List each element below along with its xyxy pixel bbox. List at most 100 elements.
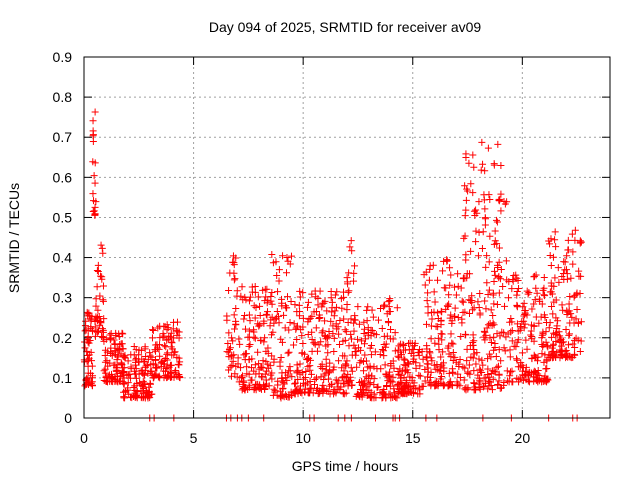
data-point	[318, 365, 326, 373]
data-point	[322, 335, 330, 343]
data-point	[297, 326, 305, 334]
data-point	[361, 377, 369, 385]
data-point	[91, 179, 99, 187]
data-point	[168, 338, 176, 346]
x-tick-label: 20	[515, 430, 531, 446]
y-tick-label: 0.4	[53, 250, 73, 266]
data-point	[553, 349, 561, 357]
data-point	[146, 349, 154, 357]
data-point	[467, 180, 475, 188]
data-point	[458, 315, 466, 323]
data-point	[495, 289, 503, 297]
grid	[84, 57, 610, 418]
data-point	[254, 320, 262, 328]
data-point	[149, 326, 157, 334]
data-point	[104, 362, 112, 370]
data-point	[354, 390, 362, 398]
data-point	[508, 378, 516, 386]
data-point	[293, 361, 301, 369]
data-point	[426, 349, 434, 357]
data-point	[104, 373, 112, 381]
data-point	[360, 330, 368, 338]
data-point	[263, 299, 271, 307]
data-point	[330, 388, 338, 396]
data-point	[292, 379, 300, 387]
x-tick-label: 0	[80, 430, 88, 446]
data-point	[230, 311, 238, 319]
data-point	[448, 319, 456, 327]
data-point	[106, 331, 114, 339]
data-point	[294, 366, 302, 374]
data-point	[462, 196, 470, 204]
data-point	[283, 293, 291, 301]
data-point	[324, 349, 332, 357]
data-point	[270, 355, 278, 363]
data-point	[293, 335, 301, 343]
data-point	[497, 266, 505, 274]
data-point	[519, 376, 527, 384]
data-point	[485, 286, 493, 294]
data-point	[358, 393, 366, 401]
data-point	[292, 324, 300, 332]
data-point	[535, 377, 543, 385]
data-point	[416, 346, 424, 354]
data-point	[479, 228, 487, 236]
data-point	[431, 339, 439, 347]
data-point	[333, 325, 341, 333]
data-point	[354, 335, 362, 343]
data-point	[243, 363, 251, 371]
data-point	[482, 305, 490, 313]
data-point	[414, 349, 422, 357]
plot-frame	[83, 56, 611, 419]
data-point	[427, 322, 435, 330]
data-point	[296, 287, 304, 295]
data-point	[438, 336, 446, 344]
data-point	[348, 247, 356, 255]
data-point	[402, 377, 410, 385]
data-point	[87, 348, 95, 356]
data-point	[465, 361, 473, 369]
data-point	[98, 244, 106, 252]
data-point	[519, 364, 527, 372]
data-point	[495, 258, 503, 266]
data-point	[331, 307, 339, 315]
data-point	[520, 324, 528, 332]
data-point	[534, 367, 542, 375]
data-series	[80, 108, 585, 422]
data-point	[480, 333, 488, 341]
data-point	[504, 330, 512, 338]
data-point	[374, 316, 382, 324]
data-point	[553, 331, 561, 339]
data-point	[227, 353, 235, 361]
data-point	[478, 356, 486, 364]
data-point	[335, 330, 343, 338]
data-point	[540, 273, 548, 281]
data-point	[158, 357, 166, 365]
data-point	[89, 117, 97, 125]
data-point	[486, 232, 494, 240]
data-point	[237, 364, 245, 372]
data-point	[506, 368, 514, 376]
data-point	[293, 308, 301, 316]
data-point	[555, 278, 563, 286]
data-point	[508, 285, 516, 293]
data-point	[548, 303, 556, 311]
data-point	[573, 306, 581, 314]
data-point	[234, 354, 242, 362]
data-point	[234, 360, 242, 368]
data-point	[303, 356, 311, 364]
data-point	[246, 293, 254, 301]
data-point	[257, 373, 265, 381]
data-point	[355, 378, 363, 386]
data-point	[365, 380, 373, 388]
data-point	[315, 341, 323, 349]
data-point	[345, 287, 353, 295]
data-point	[538, 350, 546, 358]
data-point	[91, 203, 99, 211]
data-point	[536, 297, 544, 305]
data-point	[143, 392, 151, 400]
y-tick-label: 0.5	[53, 209, 73, 225]
data-point	[96, 292, 104, 300]
data-point	[428, 357, 436, 365]
data-point	[120, 353, 128, 361]
